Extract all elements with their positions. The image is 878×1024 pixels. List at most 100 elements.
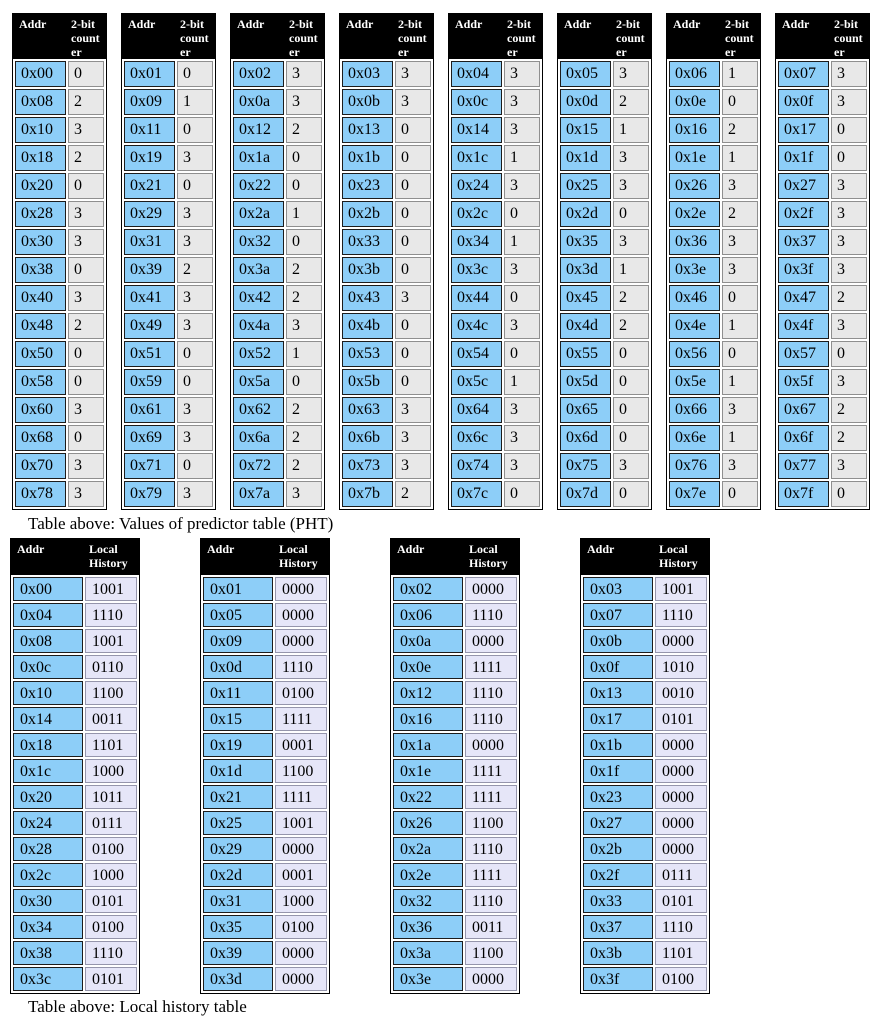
addr-cell: 0x29 [124,201,175,227]
table-row: 0x52 1 [233,341,322,367]
table-row: 0x19 3 [124,145,213,171]
table-row: 0x09 1 [124,89,213,115]
table-header-row: Addr 2-bit counter [558,14,651,59]
table-row: 0x11 0100 [203,681,327,705]
addr-cell: 0x47 [778,285,829,311]
value-cell: 0000 [275,837,327,861]
value-cell: 2 [177,257,213,283]
addr-cell: 0x53 [342,341,393,367]
data-table: 0x05 3 0x0d 2 0x15 1 0x1d 3 0x25 3 0x2d 0 0x35 3 0x3d 1… [558,59,651,509]
value-cell: 3 [831,313,867,339]
addr-cell: 0x2e [669,201,720,227]
value-cell: 3 [831,201,867,227]
table-row: 0x59 0 [124,369,213,395]
value-cell: 3 [722,397,758,423]
addr-cell: 0x64 [451,397,502,423]
value-cell: 1111 [275,785,327,809]
table-header-row: Addr Local History [201,539,329,575]
value-cell: 3 [68,481,104,507]
table-row: 0x3a 1100 [393,941,517,965]
addr-cell: 0x04 [13,603,83,627]
addr-cell: 0x2f [583,863,653,887]
value-cell: 3 [177,313,213,339]
value-cell: 0100 [275,915,327,939]
table-row: 0x38 1110 [13,941,137,965]
column-header: Addr [207,542,235,556]
table-row: 0x64 3 [451,397,540,423]
addr-cell: 0x58 [15,369,66,395]
value-cell: 1111 [465,863,517,887]
value-cell: 3 [68,453,104,479]
addr-cell: 0x38 [13,941,83,965]
value-cell: 3 [177,229,213,255]
addr-cell: 0x22 [393,785,463,809]
value-cell: 1101 [85,733,137,757]
addr-cell: 0x42 [233,285,284,311]
table-row: 0x2c 1000 [13,863,137,887]
addr-cell: 0x73 [342,453,393,479]
addr-cell: 0x35 [203,915,273,939]
value-cell: 3 [504,173,540,199]
column-header: Local History [89,542,128,570]
value-cell: 0000 [655,759,707,783]
table-row: 0x3f 3 [778,257,867,283]
table-header-row: Addr Local History [11,539,139,575]
column-header: Addr [564,17,592,31]
value-cell: 2 [68,145,104,171]
value-cell: 0000 [275,967,327,991]
value-cell: 2 [395,481,431,507]
addr-cell: 0x34 [13,915,83,939]
addr-cell: 0x2d [203,863,273,887]
value-cell: 1100 [465,811,517,835]
value-cell: 3 [395,453,431,479]
value-cell: 0 [395,313,431,339]
table-row: 0x2f 0111 [583,863,707,887]
value-cell: 0011 [85,707,137,731]
addr-cell: 0x08 [15,89,66,115]
addr-cell: 0x0e [669,89,720,115]
addr-cell: 0x6c [451,425,502,451]
value-cell: 3 [831,61,867,87]
addr-cell: 0x41 [124,285,175,311]
table-header-row: Addr 2-bit counter [231,14,324,59]
table-row: 0x06 1110 [393,603,517,627]
table-row: 0x35 3 [560,229,649,255]
table-row: 0x07 1110 [583,603,707,627]
table-row: 0x50 0 [15,341,104,367]
value-cell: 1000 [275,889,327,913]
value-cell: 1001 [655,577,707,601]
value-cell: 1111 [465,655,517,679]
addr-cell: 0x50 [15,341,66,367]
value-cell: 1001 [275,811,327,835]
value-cell: 3 [613,453,649,479]
addr-cell: 0x21 [203,785,273,809]
addr-cell: 0x0c [451,89,502,115]
value-cell: 0101 [655,707,707,731]
value-cell: 1111 [465,759,517,783]
value-cell: 0 [395,117,431,143]
addr-cell: 0x3b [583,941,653,965]
table-row: 0x2f 3 [778,201,867,227]
table-row: 0x4b 0 [342,313,431,339]
table-row: 0x22 0 [233,173,322,199]
pht-table: Addr 2-bit counter 0x07 3 0x0f 3 0x17 0 0x1f 0 0x2… [775,13,870,510]
value-cell: 3 [831,257,867,283]
table-row: 0x6d 0 [560,425,649,451]
table-row: 0x12 1110 [393,681,517,705]
addr-cell: 0x2d [560,201,611,227]
table-row: 0x25 1001 [203,811,327,835]
addr-cell: 0x72 [233,453,284,479]
value-cell: 0 [722,89,758,115]
column-header: Addr [455,17,483,31]
table-header-row: Addr 2-bit counter [340,14,433,59]
value-cell: 0000 [275,941,327,965]
table-row: 0x68 0 [15,425,104,451]
table-row: 0x63 3 [342,397,431,423]
table-row: 0x27 0000 [583,811,707,835]
addr-cell: 0x1d [560,145,611,171]
addr-cell: 0x31 [203,889,273,913]
addr-cell: 0x05 [560,61,611,87]
table-row: 0x00 1001 [13,577,137,601]
value-cell: 0100 [275,681,327,705]
